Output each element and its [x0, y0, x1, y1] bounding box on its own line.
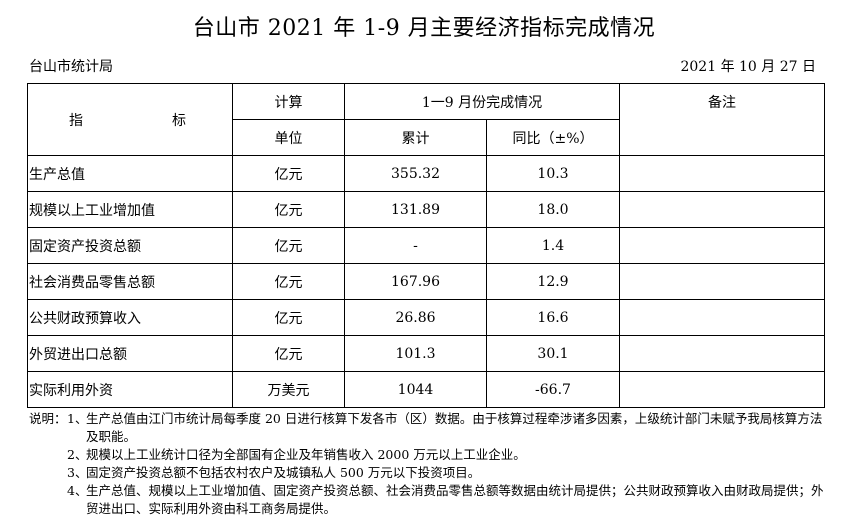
header-unit-line2: 单位: [232, 119, 345, 156]
note-number: 2、: [67, 447, 88, 462]
unit: 亿元: [232, 263, 345, 300]
cumulative-value: 1044: [344, 371, 487, 408]
unit: 万美元: [232, 371, 345, 408]
indicator-name: 规模以上工业增加值: [27, 191, 233, 228]
table-row: 规模以上工业增加值 亿元 131.89 18.0: [27, 191, 826, 228]
indicator-name: 外贸进出口总额: [27, 335, 233, 372]
note-item: 2、 规模以上工业统计口径为全部国有企业及年销售收入 2000 万元以上工业企业…: [29, 446, 829, 464]
table-row: 公共财政预算收入 亿元 26.86 16.6: [27, 299, 826, 336]
table-row: 生产总值 亿元 355.32 10.3: [27, 155, 826, 192]
header-unit-line1: 计算: [232, 83, 345, 120]
header-indicator-char2: 标: [172, 112, 186, 129]
header-cumulative: 累计: [344, 119, 487, 156]
table-row: 实际利用外资 万美元 1044 -66.7: [27, 371, 826, 408]
note-text: 生产总值、规模以上工业增加值、固定资产投资总额、社会消费品零售总额等数据由统计局…: [86, 483, 824, 516]
header-remarks: 备注: [619, 83, 826, 156]
table-row: 社会消费品零售总额 亿元 167.96 12.9: [27, 263, 826, 300]
report-date: 2021 年 10 月 27 日: [680, 59, 816, 75]
note-item: 4、 生产总值、规模以上工业增加值、固定资产投资总额、社会消费品零售总额等数据由…: [29, 482, 829, 518]
header-yoy: 同比（±%）: [485, 119, 621, 156]
cumulative-value: -: [344, 227, 487, 264]
yoy-value: 10.3: [485, 155, 621, 192]
notes-lead: 说明：: [29, 411, 67, 426]
remark: [619, 191, 826, 228]
header-indicator: 指 标: [27, 83, 233, 156]
issuer: 台山市统计局: [29, 59, 113, 75]
yoy-value: 12.9: [485, 263, 621, 300]
remark: [619, 371, 826, 408]
indicator-name: 生产总值: [27, 155, 233, 192]
unit: 亿元: [232, 299, 345, 336]
indicator-name: 固定资产投资总额: [27, 227, 233, 264]
yoy-value: -66.7: [485, 371, 621, 408]
unit: 亿元: [232, 335, 345, 372]
remark: [619, 155, 826, 192]
indicator-name: 实际利用外资: [27, 371, 233, 408]
unit: 亿元: [232, 227, 345, 264]
indicator-name: 公共财政预算收入: [27, 299, 233, 336]
header-indicator-char1: 指: [69, 112, 83, 129]
note-item: 说明： 1、 生产总值由江门市统计局每季度 20 日进行核算下发各市（区）数据。…: [29, 410, 829, 446]
note-number: 1、: [67, 411, 88, 426]
notes-section: 说明： 1、 生产总值由江门市统计局每季度 20 日进行核算下发各市（区）数据。…: [29, 410, 829, 518]
table-row: 外贸进出口总额 亿元 101.3 30.1: [27, 335, 826, 372]
yoy-value: 1.4: [485, 227, 621, 264]
yoy-value: 16.6: [485, 299, 621, 336]
note-text: 规模以上工业统计口径为全部国有企业及年销售收入 2000 万元以上工业企业。: [86, 447, 526, 462]
note-text: 固定资产投资总额不包括农村农户及城镇私人 500 万元以下投资项目。: [86, 465, 481, 480]
cumulative-value: 26.86: [344, 299, 487, 336]
note-number: 3、: [67, 465, 88, 480]
cumulative-value: 355.32: [344, 155, 487, 192]
cumulative-value: 131.89: [344, 191, 487, 228]
indicator-table: 指 标 计算 1一9 月份完成情况 备注 单位 累计 同比（±%） 生产总值 亿元…: [27, 83, 826, 408]
table-row: 固定资产投资总额 亿元 -1.4: [27, 227, 826, 264]
header-period: 1一9 月份完成情况: [343, 83, 621, 120]
unit: 亿元: [232, 191, 345, 228]
note-text: 生产总值由江门市统计局每季度 20 日进行核算下发各市（区）数据。由于核算过程牵…: [86, 411, 823, 444]
yoy-value: 18.0: [485, 191, 621, 228]
cumulative-value: 101.3: [344, 335, 487, 372]
remark: [619, 335, 826, 372]
cumulative-value: 167.96: [344, 263, 487, 300]
note-item: 3、 固定资产投资总额不包括农村农户及城镇私人 500 万元以下投资项目。: [29, 464, 829, 482]
remark: [619, 263, 826, 300]
unit: 亿元: [232, 155, 345, 192]
remark: [619, 227, 826, 264]
remark: [619, 299, 826, 336]
indicator-name: 社会消费品零售总额: [27, 263, 233, 300]
page-title: 台山市 2021 年 1-9 月主要经济指标完成情况: [192, 16, 656, 41]
yoy-value: 30.1: [485, 335, 621, 372]
note-number: 4、: [67, 483, 88, 498]
